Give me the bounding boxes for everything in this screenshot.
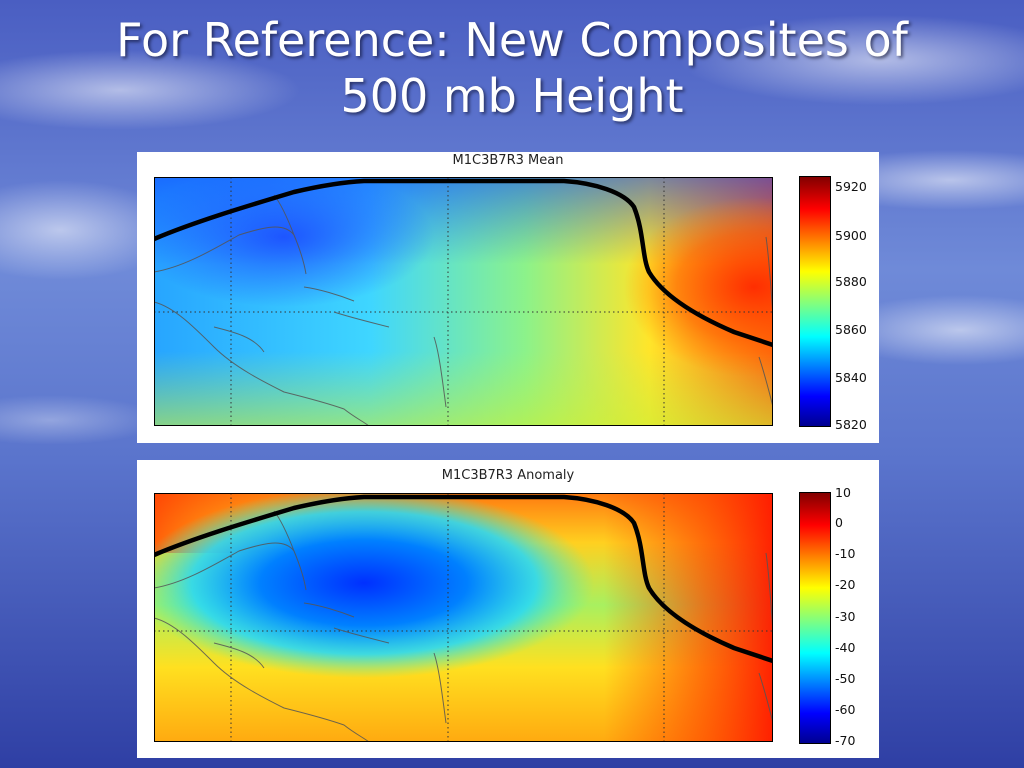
mean-colorbar-tick: 5880 [835,274,867,289]
anomaly-figure-panel: M1C3B7R3 Anomaly [137,460,879,758]
mean-colorbar [799,176,831,427]
mean-colorbar-tick: 5860 [835,322,867,337]
mean-colorbar-tick: 5920 [835,179,867,194]
mean-map-grid [154,177,773,426]
anomaly-map-grid [154,493,773,742]
anomaly-colorbar-tick: -20 [835,577,856,592]
anomaly-colorbar-tick: 10 [835,485,851,500]
mean-reference-contour [154,178,773,348]
anomaly-colorbar-tick: -60 [835,702,856,717]
slide-title-line-1: For Reference: New Composites of [116,13,908,67]
anomaly-height-map [154,493,773,742]
mean-colorbar-tick: 5820 [835,417,867,432]
mean-figure-panel: M1C3B7R3 Mean [137,152,879,443]
anomaly-figure-title: M1C3B7R3 Anomaly [441,468,575,483]
anomaly-colorbar-tick: -50 [835,671,856,686]
mean-colorbar-tick: 5900 [835,228,867,243]
slide-title-line-2: 500 mb Height [340,69,684,123]
anomaly-colorbar-tick: 0 [835,515,843,530]
anomaly-low-center [154,493,594,678]
mean-figure-title: M1C3B7R3 Mean [452,153,564,168]
anomaly-colorbar-tick: -70 [835,733,856,748]
mean-colorbar-tick: 5840 [835,370,867,385]
anomaly-reference-contour [154,494,773,664]
mean-height-map [154,177,773,426]
anomaly-colorbar-tick: -40 [835,640,856,655]
anomaly-colorbar [799,492,831,744]
anomaly-coastlines [154,510,773,742]
mean-low-center [154,177,434,307]
anomaly-colorbar-tick: -30 [835,609,856,624]
slide-title: For Reference: New Composites of 500 mb … [0,12,1024,124]
anomaly-colorbar-tick: -10 [835,546,856,561]
